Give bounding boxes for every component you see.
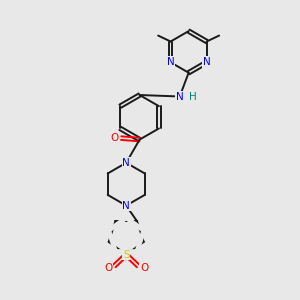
Text: O: O — [140, 263, 148, 273]
Text: N: N — [203, 57, 211, 67]
Text: N: N — [122, 201, 130, 211]
Text: H: H — [189, 92, 197, 101]
Text: N: N — [167, 57, 175, 67]
Text: O: O — [110, 133, 119, 143]
Text: O: O — [104, 263, 112, 273]
Text: N: N — [176, 92, 184, 101]
Text: N: N — [122, 158, 130, 168]
Text: S: S — [123, 250, 130, 260]
